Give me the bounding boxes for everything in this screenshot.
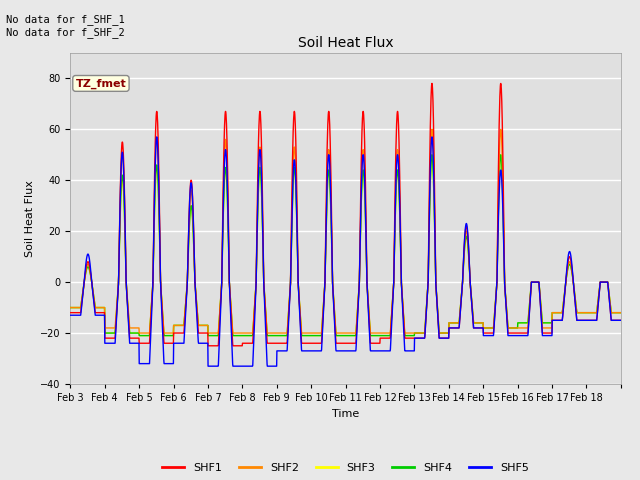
- SHF5: [617, 317, 625, 323]
- SHF1: [67, 310, 74, 315]
- SHF2: [241, 330, 248, 336]
- SHF3: [609, 310, 617, 315]
- SHF4: [428, 152, 436, 157]
- Line: SHF3: SHF3: [70, 155, 621, 336]
- SHF3: [428, 152, 436, 157]
- SHF5: [122, 239, 129, 245]
- SHF5: [67, 312, 74, 318]
- SHF2: [609, 310, 617, 315]
- SHF4: [122, 246, 129, 252]
- Text: No data for f_SHF_1
No data for f_SHF_2: No data for f_SHF_1 No data for f_SHF_2: [6, 14, 125, 38]
- SHF1: [543, 330, 550, 336]
- SHF2: [428, 126, 436, 132]
- SHF3: [512, 325, 520, 331]
- SHF2: [512, 325, 520, 331]
- SHF1: [609, 317, 617, 323]
- SHF5: [204, 363, 212, 369]
- Text: TZ_fmet: TZ_fmet: [76, 78, 126, 88]
- SHF3: [543, 320, 550, 326]
- SHF3: [67, 305, 74, 311]
- Line: SHF1: SHF1: [70, 84, 621, 346]
- SHF2: [617, 310, 625, 315]
- SHF3: [617, 310, 625, 315]
- SHF4: [379, 333, 387, 338]
- SHF5: [379, 348, 387, 354]
- SHF5: [609, 317, 617, 323]
- SHF5: [543, 333, 550, 338]
- Y-axis label: Soil Heat Flux: Soil Heat Flux: [24, 180, 35, 257]
- SHF3: [379, 333, 387, 338]
- SHF3: [241, 333, 248, 338]
- SHF5: [428, 134, 436, 140]
- SHF2: [543, 325, 550, 331]
- SHF2: [122, 240, 129, 245]
- SHF3: [136, 333, 143, 338]
- SHF2: [379, 330, 387, 336]
- SHF1: [617, 317, 625, 323]
- SHF4: [67, 305, 74, 311]
- SHF4: [512, 325, 520, 331]
- SHF1: [512, 330, 520, 336]
- Line: SHF4: SHF4: [70, 155, 621, 336]
- SHF4: [617, 310, 625, 315]
- Line: SHF2: SHF2: [70, 129, 621, 333]
- Title: Soil Heat Flux: Soil Heat Flux: [298, 36, 394, 50]
- SHF4: [543, 320, 550, 326]
- SHF4: [136, 333, 143, 338]
- SHF1: [241, 340, 248, 346]
- Legend: SHF1, SHF2, SHF3, SHF4, SHF5: SHF1, SHF2, SHF3, SHF4, SHF5: [157, 459, 534, 478]
- SHF5: [512, 333, 520, 338]
- SHF2: [136, 330, 143, 336]
- SHF5: [241, 363, 248, 369]
- SHF1: [428, 81, 436, 86]
- SHF4: [609, 310, 617, 315]
- SHF1: [204, 343, 212, 348]
- Line: SHF5: SHF5: [70, 137, 621, 366]
- SHF1: [379, 335, 387, 341]
- X-axis label: Time: Time: [332, 408, 359, 419]
- SHF2: [67, 305, 74, 311]
- SHF3: [122, 248, 129, 253]
- SHF1: [122, 236, 129, 241]
- SHF4: [241, 333, 248, 338]
